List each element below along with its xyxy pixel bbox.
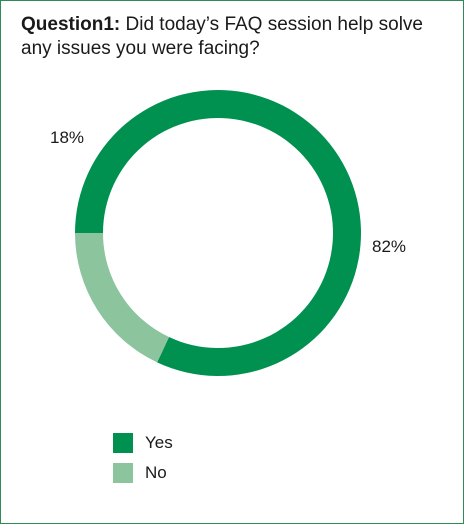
question-title: Question1: Did today’s FAQ session help … xyxy=(21,13,441,61)
donut-labels: 82% 18% xyxy=(50,128,406,256)
legend-item-yes: Yes xyxy=(113,428,173,458)
legend-item-no: No xyxy=(113,458,173,488)
legend: Yes No xyxy=(113,428,173,488)
data-label-yes: 82% xyxy=(372,237,406,256)
donut-slices xyxy=(75,89,361,376)
data-label-no: 18% xyxy=(50,128,84,147)
legend-swatch-no xyxy=(113,463,133,483)
question-text: Did today’s FAQ session help solve any i… xyxy=(21,14,423,59)
question-number: Question1: xyxy=(21,14,121,35)
legend-swatch-yes xyxy=(113,433,133,453)
legend-label-yes: Yes xyxy=(145,433,173,452)
legend-label-no: No xyxy=(145,463,167,482)
donut-slice-no xyxy=(75,233,170,363)
donut-chart: 82% 18% xyxy=(50,89,406,376)
